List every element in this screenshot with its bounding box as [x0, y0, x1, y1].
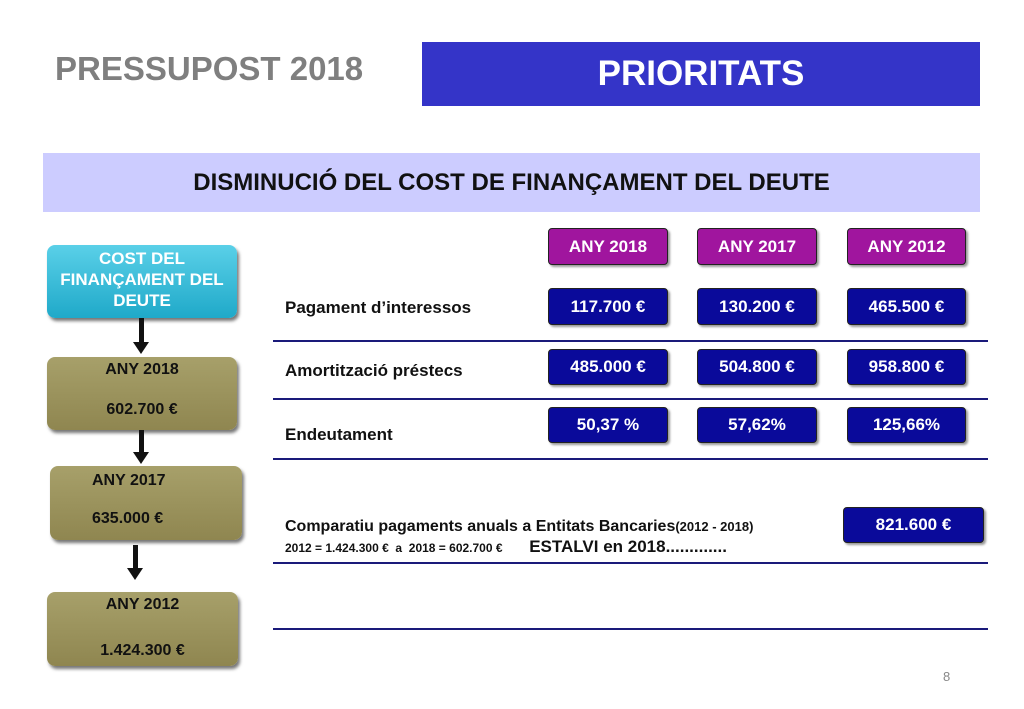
flow-step: ANY 2012 1.424.300 €	[47, 592, 238, 666]
row-divider	[273, 340, 988, 342]
comparison-detail: 2012 = 1.424.300 € a 2018 = 602.700 €	[285, 541, 503, 555]
comparison: Comparatiu pagaments anuals a Entitats B…	[285, 518, 753, 536]
cell: 50,37 %	[548, 407, 668, 443]
arrow	[127, 545, 143, 580]
row-divider	[273, 562, 988, 564]
column-header: ANY 2018	[548, 228, 668, 265]
section-title: PRIORITATS	[422, 42, 980, 106]
cell: 117.700 €	[548, 288, 668, 325]
flow-year: ANY 2018	[105, 361, 179, 378]
arrow	[133, 318, 149, 354]
flow-step: ANY 2017 635.000 €	[50, 466, 242, 540]
arrow	[133, 430, 149, 464]
flow-amount: 1.424.300 €	[100, 642, 185, 659]
row-divider	[273, 628, 988, 630]
flow-amount: 602.700 €	[106, 401, 178, 418]
flow-title: COST DEL FINANÇAMENT DEL DEUTE	[47, 245, 237, 318]
flow-step: ANY 2018 602.700 €	[47, 357, 237, 430]
cell: 130.200 €	[697, 288, 817, 325]
flow-year: ANY 2012	[105, 596, 180, 613]
comparison-period: (2012 - 2018)	[675, 519, 754, 534]
cell: 485.000 €	[548, 349, 668, 385]
cell: 504.800 €	[697, 349, 817, 385]
cell: 958.800 €	[847, 349, 966, 385]
flow-year: ANY 2017	[92, 472, 166, 489]
comparison-label: Comparatiu pagaments anuals a Entitats B…	[285, 518, 676, 535]
cell: 465.500 €	[847, 288, 966, 325]
row-divider	[273, 458, 988, 460]
subtitle: DISMINUCIÓ DEL COST DE FINANÇAMENT DEL D…	[43, 153, 980, 212]
comparison-detail-line: 2012 = 1.424.300 € a 2018 = 602.700 € ES…	[285, 537, 727, 557]
row-label: Amortització préstecs	[285, 361, 463, 380]
flow-amount: 635.000 €	[92, 510, 164, 527]
row-label: Endeutament	[285, 425, 393, 444]
saving-label: ESTALVI en 2018.............	[529, 537, 727, 556]
column-header: ANY 2017	[697, 228, 817, 265]
cell: 125,66%	[847, 407, 966, 443]
column-header: ANY 2012	[847, 228, 966, 265]
row-divider	[273, 398, 988, 400]
cell: 57,62%	[697, 407, 817, 443]
page-number: 8	[943, 669, 951, 684]
title: PRESSUPOST 2018	[55, 50, 364, 87]
saving-value: 821.600 €	[843, 507, 984, 543]
row-label: Pagament d’interessos	[285, 298, 472, 317]
